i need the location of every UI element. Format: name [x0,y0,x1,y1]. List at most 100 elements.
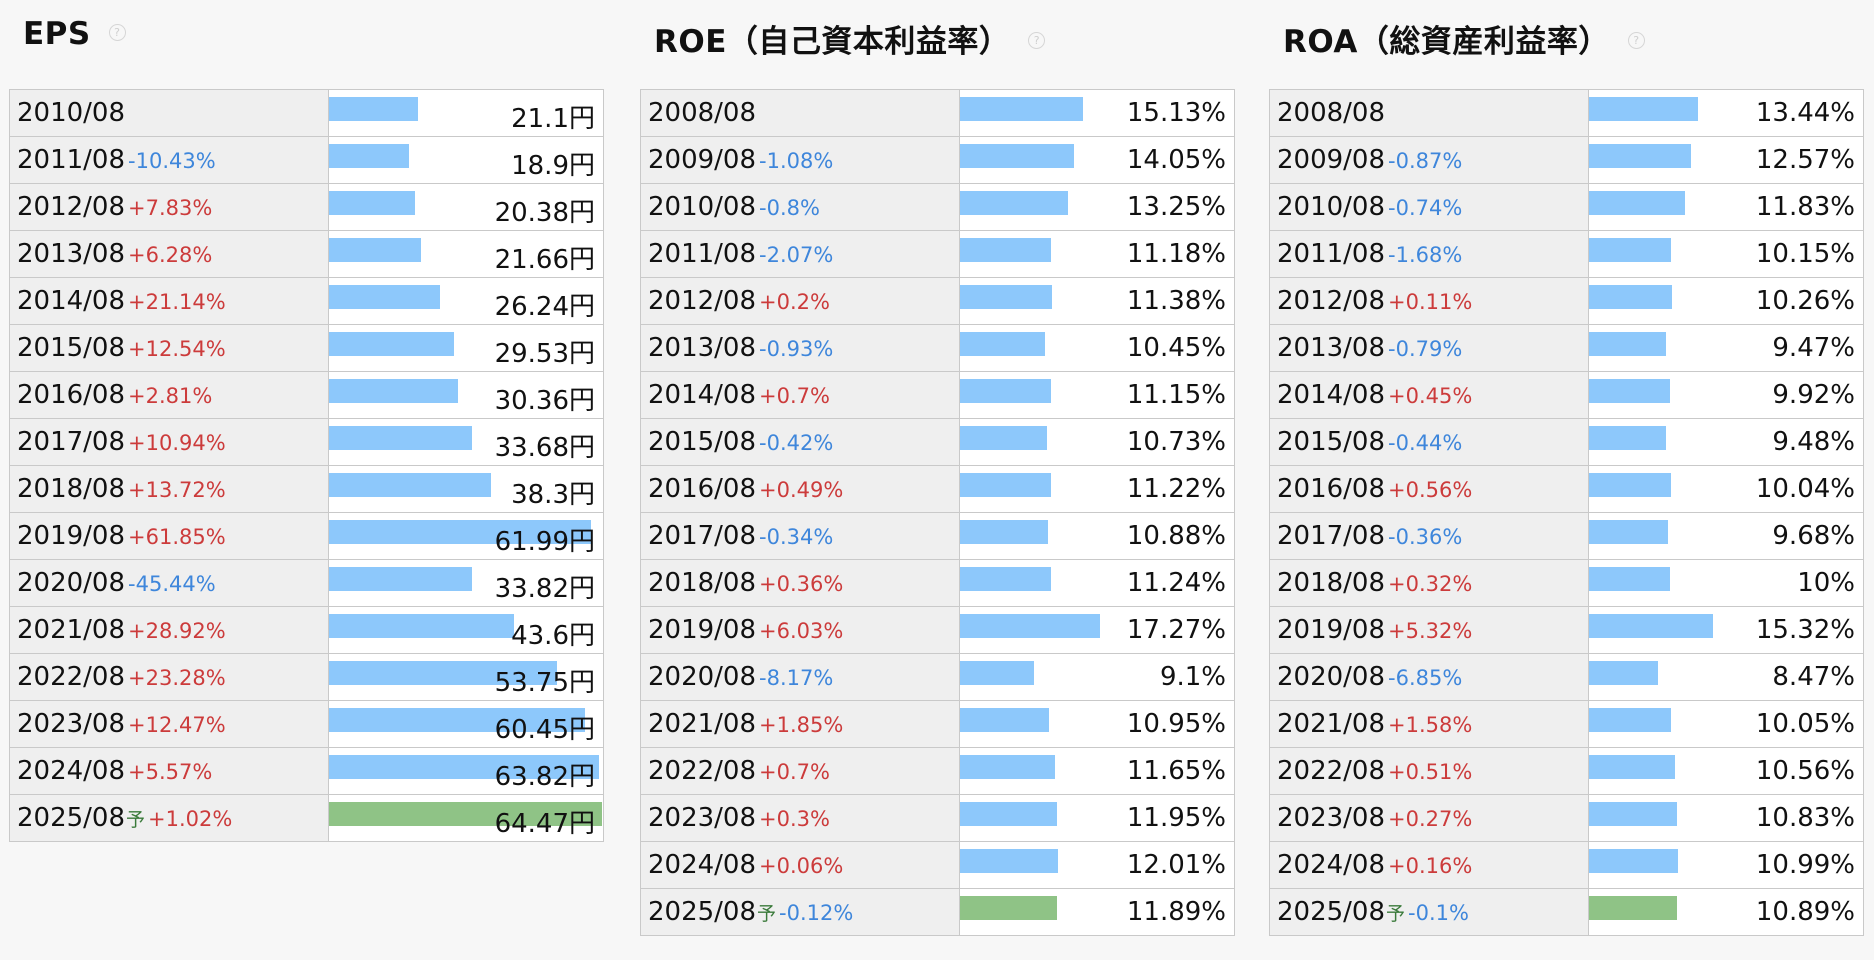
change-label: -0.74% [1388,196,1463,220]
value-cell: 11.24% [959,559,1235,607]
value-bar [960,849,1058,873]
period-label: 2016/08 [1277,474,1386,504]
period-label: 2015/08 [1277,427,1386,457]
value-bar [329,661,557,685]
table-row: 2016/08 +0.56% 10.04% [1269,465,1864,513]
value-bar [329,567,472,591]
value-bar [329,97,418,121]
table-row: 2008/08 15.13% [640,89,1235,137]
period-cell: 2025/08予 +1.02% [9,794,329,842]
change-label: +0.27% [1388,807,1473,831]
value-cell: 9.92% [1588,371,1864,419]
forecast-bar [329,802,602,826]
value-label: 11.18% [1126,239,1226,269]
period-label: 2020/08 [17,568,126,598]
period-cell: 2012/08 +7.83% [9,183,329,231]
period-label: 2013/08 [648,333,757,363]
value-cell: 33.82円 [328,559,604,607]
value-label: 14.05% [1126,145,1226,175]
value-label: 10.88% [1126,521,1226,551]
value-label: 43.6円 [511,621,595,651]
table-row: 2023/08 +12.47% 60.45円 [9,700,604,748]
period-cell: 2018/08 +0.36% [640,559,960,607]
value-label: 10.83% [1755,803,1855,833]
section-roa: ROA（総資産利益率）? 2008/08 13.44% 2009/08 -0.87% 12… [1269,0,1871,936]
value-cell: 10.83% [1588,794,1864,842]
table-row: 2008/08 13.44% [1269,89,1864,137]
period-cell: 2019/08 +6.03% [640,606,960,654]
value-cell: 61.99円 [328,512,604,560]
change-label: -0.44% [1388,431,1463,455]
value-label: 11.38% [1126,286,1226,316]
section-title: EPS? [23,16,126,52]
section-eps: EPS? 2010/08 21.1円 2011/08 -10.43% 18.9円 2012/… [9,0,611,842]
value-label: 60.45円 [494,715,595,745]
table-row: 2023/08 +0.27% 10.83% [1269,794,1864,842]
table-row: 2019/08 +61.85% 61.99円 [9,512,604,560]
value-cell: 43.6円 [328,606,604,654]
period-label: 2008/08 [648,98,757,128]
section-title-text: ROE（自己資本利益率） [654,24,1011,60]
change-label: +2.81% [128,384,213,408]
table-row: 2025/08予 -0.1% 10.89% [1269,888,1864,936]
value-bar [960,144,1074,168]
table-row: 2012/08 +0.2% 11.38% [640,277,1235,325]
table-row: 2011/08 -1.68% 10.15% [1269,230,1864,278]
period-cell: 2011/08 -2.07% [640,230,960,278]
change-label: +0.51% [1388,760,1473,784]
table-row: 2017/08 -0.34% 10.88% [640,512,1235,560]
period-cell: 2009/08 -0.87% [1269,136,1589,184]
value-label: 10.04% [1755,474,1855,504]
period-cell: 2013/08 -0.93% [640,324,960,372]
value-label: 9.68% [1772,521,1855,551]
value-cell: 13.44% [1588,89,1864,137]
value-cell: 10.99% [1588,841,1864,889]
value-label: 13.25% [1126,192,1226,222]
value-label: 10.95% [1126,709,1226,739]
data-table: 2008/08 13.44% 2009/08 -0.87% 12.57% 2010/08-… [1269,89,1864,936]
value-bar [1589,849,1678,873]
section-header: ROE（自己資本利益率）? [640,0,1242,89]
value-cell: 21.66円 [328,230,604,278]
value-cell: 63.82円 [328,747,604,795]
data-table: 2008/08 15.13% 2009/08 -1.08% 14.05% 2010/08-… [640,89,1235,936]
period-label: 2012/08 [648,286,757,316]
section-title: ROE（自己資本利益率）? [654,16,1046,61]
period-label: 2012/08 [17,192,126,222]
value-label: 64.47円 [494,809,595,839]
period-label: 2017/08 [17,427,126,457]
value-bar [329,238,421,262]
table-row: 2014/08 +0.7% 11.15% [640,371,1235,419]
period-cell: 2020/08 -45.44% [9,559,329,607]
value-label: 33.68円 [494,433,595,463]
change-label: +12.47% [128,713,226,737]
period-label: 2015/08 [17,333,126,363]
table-row: 2014/08 +21.14% 26.24円 [9,277,604,325]
table-row: 2022/08 +23.28% 53.75円 [9,653,604,701]
change-label: +0.11% [1388,290,1473,314]
period-label: 2021/08 [1277,709,1386,739]
value-bar [960,567,1051,591]
change-label: -0.34% [759,525,834,549]
value-bar [1589,238,1671,262]
value-bar [329,708,585,732]
question-circle-icon[interactable]: ? [108,24,126,41]
value-label: 10.73% [1126,427,1226,457]
question-circle-icon[interactable]: ? [1028,32,1046,49]
value-cell: 12.01% [959,841,1235,889]
period-label: 2023/08 [17,709,126,739]
period-label: 2024/08 [1277,850,1386,880]
value-cell: 15.32% [1588,606,1864,654]
value-label: 11.15% [1126,380,1226,410]
value-label: 11.24% [1126,568,1226,598]
value-cell: 10.88% [959,512,1235,560]
period-label: 2020/08 [1277,662,1386,692]
question-circle-icon[interactable]: ? [1627,32,1645,49]
table-row: 2025/08予 -0.12% 11.89% [640,888,1235,936]
value-bar [329,520,591,544]
table-row: 2018/08 +13.72% 38.3円 [9,465,604,513]
value-bar [1589,661,1658,685]
value-bar [329,755,599,779]
value-label: 10.45% [1126,333,1226,363]
